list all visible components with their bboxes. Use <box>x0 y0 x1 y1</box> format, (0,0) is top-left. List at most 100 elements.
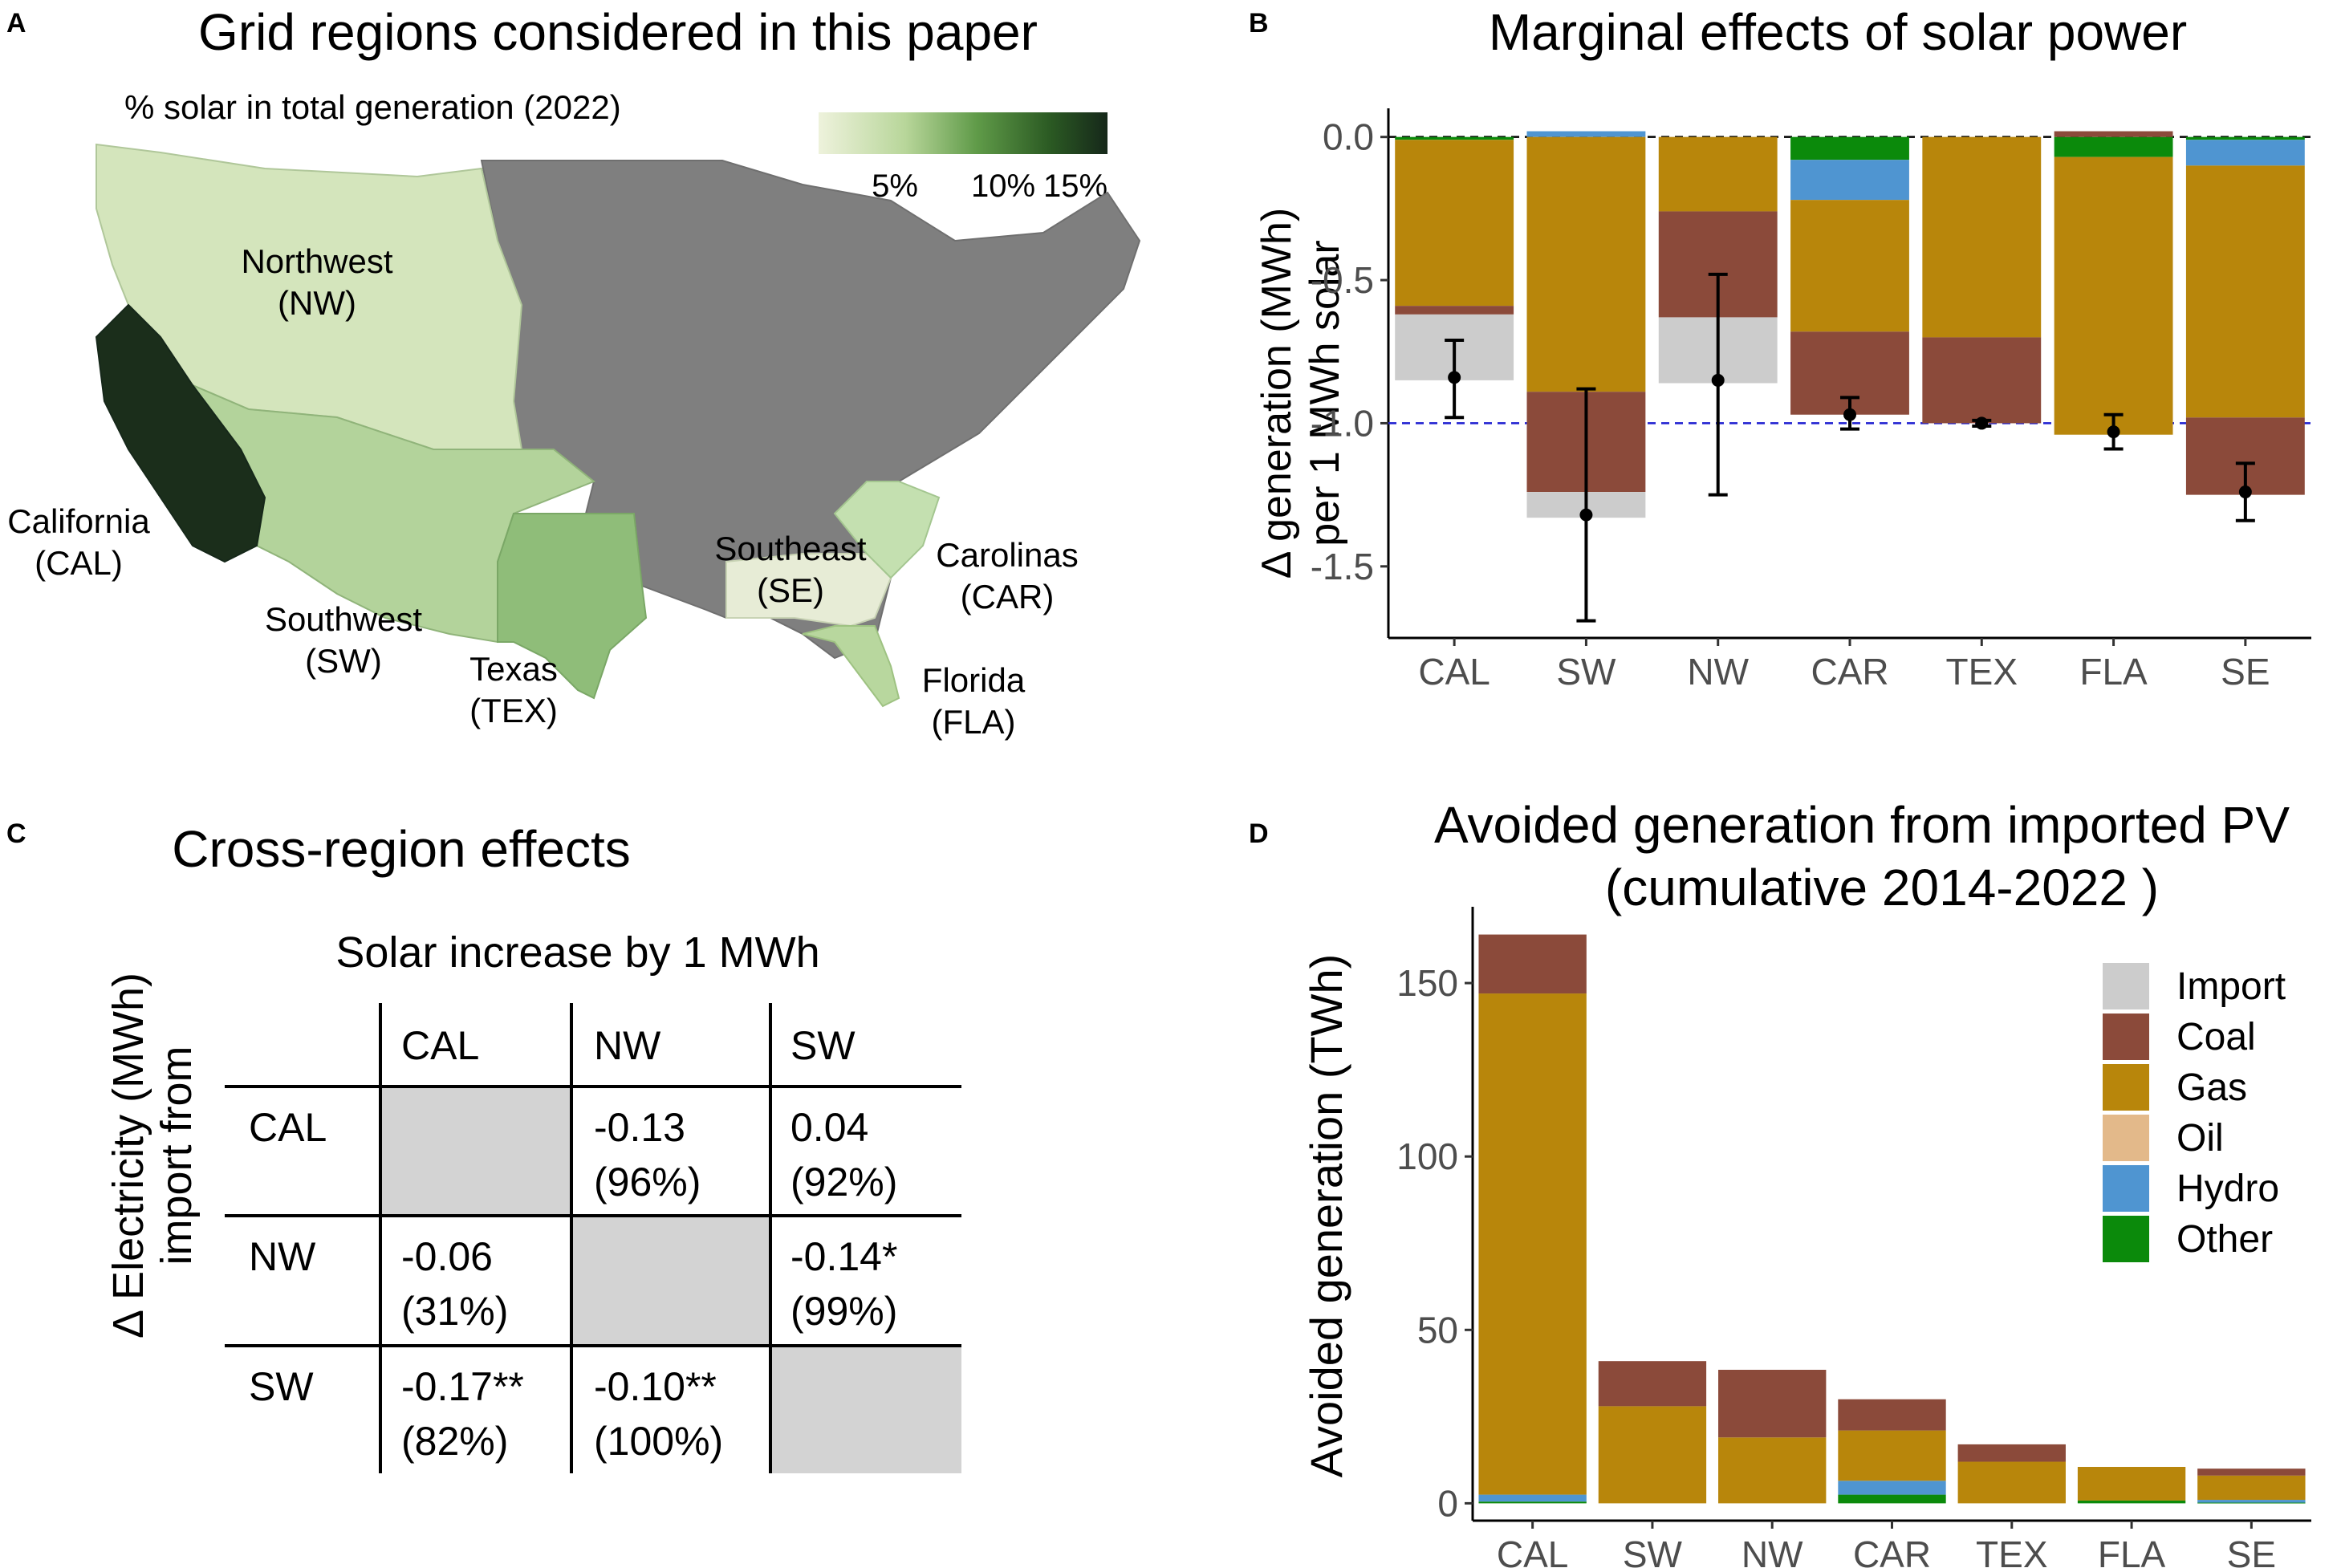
diag-cell-cal <box>382 1088 570 1214</box>
bar-hydro <box>1526 131 1646 137</box>
label-cal-name: California <box>7 502 150 540</box>
bar-other <box>2077 1500 2186 1504</box>
legend-label-oil: Oil <box>2176 1117 2224 1160</box>
bar-hydro <box>2185 140 2305 166</box>
bar-coal <box>1922 337 2042 424</box>
label-sw-code: (SW) <box>305 642 382 680</box>
region-car <box>833 481 941 579</box>
colorbar <box>819 112 1108 154</box>
bar-coal <box>1957 1444 2066 1462</box>
panel-d-title-1: Avoided generation from imported PV <box>1434 796 2290 854</box>
bar-gas <box>2185 165 2305 418</box>
panel-letter-c: C <box>6 819 26 849</box>
panel-b: B Marginal effects of solar power Δ gene… <box>1249 3 2311 693</box>
x-tick-label: CAL <box>1497 1533 1568 1568</box>
label-se-code: (SE) <box>757 571 824 609</box>
cell-cal-nw-pct: (96%) <box>594 1160 701 1204</box>
bar-other <box>2185 136 2305 140</box>
x-tick-label: TEX <box>1976 1533 2047 1568</box>
row-header-cal: CAL <box>249 1105 327 1150</box>
legend-swatch-other <box>2103 1216 2149 1262</box>
column-group-label: Solar increase by 1 MWh <box>335 928 819 977</box>
bar-hydro <box>2197 1500 2306 1503</box>
bar-gas <box>1957 1461 2066 1504</box>
panel-b-title: Marginal effects of solar power <box>1489 3 2187 61</box>
x-tick-label: SW <box>1556 651 1616 693</box>
region-fla <box>802 625 900 708</box>
cell-nw-cal-value: -0.06 <box>401 1234 493 1279</box>
bar-gas <box>1838 1430 1946 1481</box>
bar-coal <box>2197 1468 2306 1476</box>
y-tick-label: 150 <box>1396 962 1458 1004</box>
bar-gas <box>1790 200 1909 332</box>
bar-coal <box>2054 131 2173 137</box>
panel-a-title: Grid regions considered in this paper <box>198 3 1038 61</box>
cell-sw-nw-pct: (100%) <box>594 1419 723 1464</box>
bar-gas <box>1922 136 2042 338</box>
bar-gas <box>1526 136 1646 392</box>
panel-b-plot: 0.0 -0.5 -1.0 -1.5 CAL SW NW CAR TEX FLA SE <box>1311 108 2311 693</box>
x-tick-label: CAR <box>1811 651 1888 693</box>
label-tex-name: Texas <box>469 650 558 688</box>
panel-d-plot: 0 50 100 150 CAL SW NW CAR TEX FLA SE <box>1396 907 2311 1568</box>
cell-sw-cal-value: -0.17** <box>401 1364 524 1409</box>
bar-other <box>2197 1502 2306 1504</box>
label-se-name: Southeast <box>714 530 866 567</box>
cell-cal-sw-value: 0.04 <box>790 1105 868 1150</box>
y-tick-label: 0 <box>1437 1482 1458 1524</box>
legend-swatch-import <box>2103 963 2149 1009</box>
legend-swatch-hydro <box>2103 1165 2149 1212</box>
region-tex <box>497 513 648 700</box>
bar-hydro <box>1790 160 1909 201</box>
y-tick-label: 100 <box>1396 1135 1458 1177</box>
bar-gas <box>2077 1467 2186 1501</box>
row-axis-label-1: Δ Electricity (MWh) <box>104 973 152 1338</box>
y-tick-label: 0.0 <box>1323 116 1374 158</box>
x-tick-label: SE <box>2221 651 2270 693</box>
panel-d-legend: Import Coal Gas Oil Hydro Other <box>2103 963 2286 1262</box>
x-tick-label: SE <box>2227 1533 2276 1568</box>
label-tex-code: (TEX) <box>469 692 558 729</box>
bar-hydro <box>1478 1494 1587 1502</box>
point-estimate <box>2238 485 2252 499</box>
cell-nw-sw-pct: (99%) <box>790 1289 897 1334</box>
panel-c-title: Cross-region effects <box>172 820 631 878</box>
bar-other <box>1478 1501 1587 1504</box>
bar-gas <box>2197 1475 2306 1501</box>
col-header-nw: NW <box>594 1023 661 1068</box>
x-tick-label: FLA <box>2098 1533 2166 1568</box>
y-tick-label: -1.0 <box>1311 402 1374 444</box>
bar-coal <box>1718 1369 1827 1438</box>
x-tick-label: CAL <box>1418 651 1490 693</box>
legend-swatch-oil <box>2103 1115 2149 1161</box>
bar-coal <box>1598 1361 1707 1407</box>
colorbar-title: % solar in total generation (2022) <box>124 88 621 126</box>
label-fla-code: (FLA) <box>932 703 1016 741</box>
legend-label-import: Import <box>2176 965 2286 1008</box>
label-cal-code: (CAL) <box>35 544 123 582</box>
region-cal <box>95 303 266 563</box>
y-tick-label: 50 <box>1417 1309 1458 1351</box>
label-car-code: (CAR) <box>961 578 1055 615</box>
legend-label-gas: Gas <box>2176 1066 2247 1109</box>
x-tick-label: TEX <box>1946 651 2018 693</box>
col-header-cal: CAL <box>401 1023 479 1068</box>
bar-coal <box>1478 934 1587 994</box>
legend-swatch-coal <box>2103 1014 2149 1060</box>
label-car-name: Carolinas <box>936 536 1078 574</box>
bar-gas <box>2054 156 2173 435</box>
point-estimate <box>1975 416 1989 430</box>
panel-d-ylabel: Avoided generation (TWh) <box>1301 954 1351 1478</box>
x-tick-label: NW <box>1687 651 1749 693</box>
legend-swatch-gas <box>2103 1064 2149 1111</box>
panel-letter-a: A <box>6 8 26 39</box>
bar-gas <box>1478 993 1587 1495</box>
bar-gas <box>1598 1406 1707 1504</box>
bar-coal <box>1395 306 1514 315</box>
bar-other <box>1395 136 1514 140</box>
x-tick-label: CAR <box>1853 1533 1931 1568</box>
legend-label-coal: Coal <box>2176 1016 2256 1058</box>
colorbar-tick-10: 10% <box>971 169 1035 204</box>
cell-nw-cal-pct: (31%) <box>401 1289 508 1334</box>
